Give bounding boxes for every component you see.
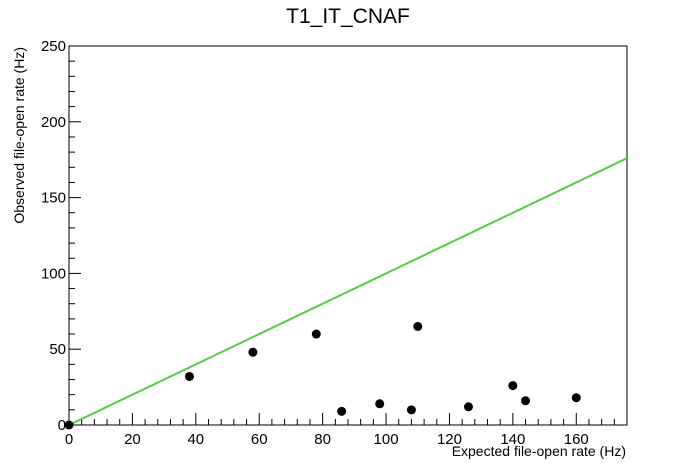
y-tick-label: 50 bbox=[49, 341, 66, 358]
data-point bbox=[571, 393, 581, 403]
y-axis-title: Observed file-open rate (Hz) bbox=[11, 47, 27, 224]
x-tick-label: 140 bbox=[500, 431, 525, 448]
tick-labels: 0 20 40 60 80 100 120 140 160 0 50 100 150 200 250 bbox=[41, 38, 589, 448]
x-tick-label: 0 bbox=[65, 431, 73, 448]
x-axis-title: Expected file-open rate (Hz) bbox=[452, 443, 626, 459]
plot-frame bbox=[68, 45, 628, 426]
x-tick-label: 160 bbox=[564, 431, 589, 448]
data-point bbox=[184, 371, 194, 381]
data-point bbox=[413, 321, 423, 331]
y-tick-label: 150 bbox=[41, 190, 66, 207]
data-point bbox=[463, 402, 473, 412]
x-tick-label: 120 bbox=[437, 431, 462, 448]
x-tick-label: 60 bbox=[251, 431, 268, 448]
data-points bbox=[64, 321, 581, 430]
reference-line bbox=[68, 157, 628, 426]
y-tick-label: 200 bbox=[41, 114, 66, 131]
data-point bbox=[375, 399, 385, 409]
chart-title: T1_IT_CNAF bbox=[286, 5, 410, 28]
data-point bbox=[64, 420, 74, 430]
data-point bbox=[311, 329, 321, 339]
data-point bbox=[337, 406, 347, 416]
data-point bbox=[521, 396, 531, 406]
data-point bbox=[406, 405, 416, 415]
y-tick-label: 250 bbox=[41, 38, 66, 55]
x-tick-label: 80 bbox=[314, 431, 331, 448]
data-point bbox=[248, 347, 258, 357]
plot-border bbox=[68, 45, 628, 426]
x-tick-label: 20 bbox=[124, 431, 141, 448]
x-tick-label: 40 bbox=[187, 431, 204, 448]
x-tick-label: 100 bbox=[374, 431, 399, 448]
axis-ticks bbox=[68, 45, 628, 426]
y-tick-label: 0 bbox=[58, 417, 66, 434]
reference-line-layer bbox=[68, 157, 628, 426]
data-point bbox=[508, 381, 518, 391]
y-tick-label: 100 bbox=[41, 265, 66, 282]
